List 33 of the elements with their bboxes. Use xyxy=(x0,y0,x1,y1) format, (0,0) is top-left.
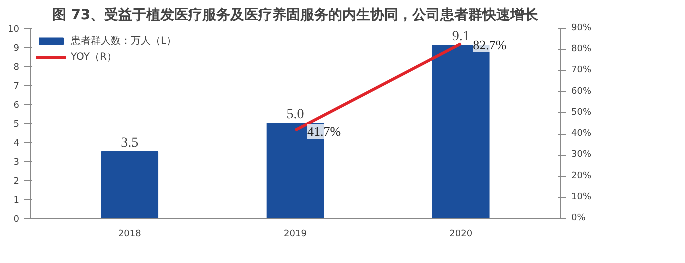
y2-tick-label: 90% xyxy=(572,24,592,34)
y-tick-label: 0 xyxy=(14,215,20,225)
y-tick-label: 2 xyxy=(14,177,20,187)
y-tick-label: 7 xyxy=(14,82,20,92)
data-label: 3.5 xyxy=(121,136,139,151)
y-tick-label: 3 xyxy=(14,158,20,168)
x-tick-label: 2020 xyxy=(450,230,473,240)
y-tick-label: 10 xyxy=(8,25,20,35)
bar xyxy=(101,152,159,218)
y-tick-label: 5 xyxy=(14,120,20,130)
y-tick-label: 4 xyxy=(14,139,20,149)
x-tick-label: 2019 xyxy=(284,230,308,240)
y-tick-label: 1 xyxy=(14,196,20,206)
data-label: 5.0 xyxy=(286,108,304,122)
y2-tick-label: 30% xyxy=(572,150,592,160)
x-tick-label: 2018 xyxy=(118,230,142,240)
y-tick-label: 6 xyxy=(14,101,20,111)
y2-tick-label: 20% xyxy=(572,171,592,182)
y2-tick-label: 60% xyxy=(572,86,592,97)
y2-tick-label: 40% xyxy=(572,129,592,140)
y2-tick-label: 80% xyxy=(572,44,592,55)
data-label: 82.7% xyxy=(473,37,507,52)
data-label: 41.7% xyxy=(308,124,342,139)
y-tick-label: 9 xyxy=(14,44,20,54)
y-tick-label: 8 xyxy=(14,63,20,73)
y2-tick-label: 70% xyxy=(572,66,592,76)
y2-tick-label: 0% xyxy=(572,214,586,224)
legend-label: YOY（R） xyxy=(71,51,117,64)
legend-label: 患者群人数：万人（L） xyxy=(71,34,177,48)
y2-tick-label: 50% xyxy=(572,108,592,118)
chart-title: 图 73、受益于植发医疗服务及医疗养固服务的内生协同，公司患者群快速增长 xyxy=(52,6,540,24)
y2-tick-label: 10% xyxy=(572,192,592,202)
data-label: 9.1 xyxy=(452,30,470,45)
